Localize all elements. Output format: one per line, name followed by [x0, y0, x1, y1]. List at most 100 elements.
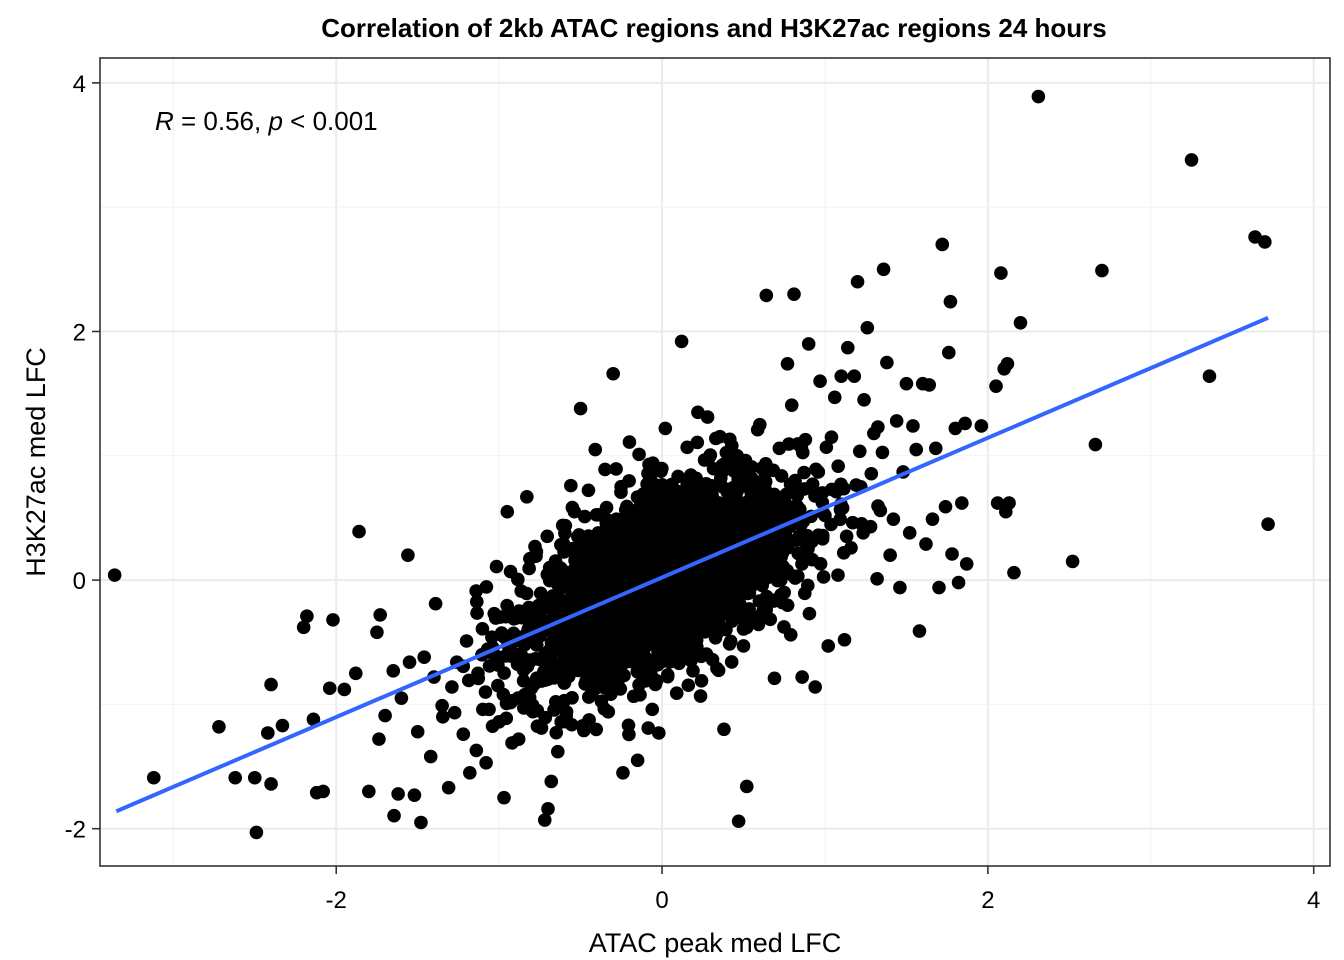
data-point — [912, 624, 927, 638]
data-point — [352, 524, 366, 539]
data-point — [645, 653, 659, 668]
data-point — [813, 374, 827, 389]
data-point — [512, 604, 526, 618]
data-point — [1202, 369, 1217, 384]
data-point — [742, 523, 757, 537]
data-point — [791, 546, 806, 561]
correlation-annotation: R = 0.56, p < 0.001 — [155, 106, 378, 136]
data-point — [370, 625, 384, 640]
data-point — [784, 398, 799, 412]
data-point — [733, 562, 748, 577]
p-value: < 0.001 — [283, 106, 378, 136]
data-point — [492, 715, 506, 729]
data-point — [675, 588, 689, 603]
data-point — [655, 638, 670, 653]
data-point — [588, 442, 603, 457]
data-point — [594, 694, 609, 709]
data-point — [808, 489, 822, 503]
data-point — [497, 666, 511, 680]
data-point — [428, 596, 443, 611]
data-point — [479, 756, 493, 770]
data-point — [489, 559, 504, 574]
data-point — [601, 669, 616, 683]
data-point — [456, 727, 471, 742]
data-point — [655, 588, 670, 603]
data-point — [680, 477, 694, 492]
r-value: = 0.56, — [174, 106, 269, 136]
data-point — [932, 580, 946, 595]
data-point — [821, 639, 836, 653]
data-point — [834, 369, 849, 384]
data-point — [724, 655, 739, 669]
data-point — [249, 825, 264, 840]
data-point — [505, 693, 519, 708]
data-point — [745, 613, 760, 628]
data-point — [300, 609, 314, 623]
data-point — [711, 531, 725, 546]
data-point — [797, 465, 811, 480]
data-point — [614, 485, 628, 500]
data-point — [959, 557, 974, 571]
data-point — [372, 732, 386, 746]
data-point — [674, 334, 689, 349]
data-point — [906, 419, 920, 433]
data-point — [792, 529, 806, 544]
data-point — [637, 528, 652, 543]
data-point — [566, 663, 581, 677]
data-point — [559, 705, 574, 719]
y-tick-label: -2 — [65, 817, 86, 844]
data-point — [630, 753, 645, 768]
data-point — [534, 721, 549, 735]
data-point — [839, 529, 854, 544]
data-point — [577, 509, 592, 524]
data-point — [831, 459, 845, 473]
data-point — [733, 523, 748, 538]
data-point — [447, 705, 462, 720]
data-point — [622, 604, 636, 619]
data-point — [870, 572, 884, 586]
data-point — [958, 416, 972, 431]
data-point — [469, 584, 483, 598]
data-points — [107, 89, 1275, 840]
data-point — [1007, 565, 1021, 580]
data-point — [766, 569, 781, 584]
data-point — [564, 717, 579, 732]
data-point — [542, 560, 557, 575]
data-point — [787, 287, 801, 301]
data-point — [783, 627, 798, 642]
data-point — [756, 604, 770, 618]
data-point — [974, 419, 989, 433]
data-point — [989, 379, 1003, 393]
data-point — [598, 462, 612, 477]
data-point — [717, 722, 731, 737]
data-point — [387, 808, 401, 823]
data-point — [753, 417, 767, 432]
data-point — [709, 431, 723, 446]
data-point — [622, 435, 637, 449]
data-point — [402, 655, 417, 669]
data-point — [482, 659, 497, 673]
data-point — [445, 680, 459, 694]
data-point — [747, 506, 761, 521]
data-point — [665, 529, 679, 544]
data-point — [1000, 356, 1015, 371]
data-point — [818, 508, 832, 523]
data-point — [824, 430, 839, 444]
data-point — [538, 673, 553, 687]
data-point — [680, 440, 694, 455]
data-point — [700, 603, 715, 618]
data-point — [386, 664, 401, 678]
data-point — [578, 617, 592, 632]
data-point — [800, 578, 815, 593]
data-point — [728, 453, 743, 468]
data-point — [642, 457, 656, 472]
data-point — [247, 770, 262, 785]
data-point — [606, 641, 621, 655]
data-point — [722, 515, 736, 530]
data-point — [572, 567, 587, 581]
data-point — [662, 576, 677, 590]
data-point — [759, 288, 774, 303]
data-point — [690, 435, 705, 450]
data-point — [840, 340, 855, 355]
data-point — [564, 478, 578, 493]
